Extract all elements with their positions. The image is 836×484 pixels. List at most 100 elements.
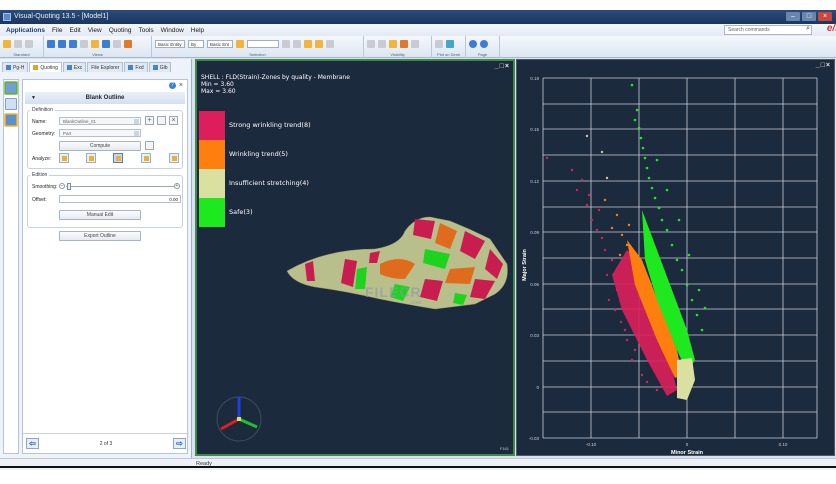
manual-edit-button[interactable]: Manual Edit	[59, 210, 141, 220]
geometry-label: Geometry:	[32, 131, 56, 137]
remove-selection-icon[interactable]	[293, 39, 301, 48]
name-value: BlankOutline_01	[63, 119, 97, 124]
select-by[interactable]: By	[188, 39, 204, 48]
analyze-button-4[interactable]	[141, 153, 151, 163]
selection-filter-icon[interactable]	[236, 39, 244, 48]
ribbon-group-label: Selection	[249, 52, 266, 57]
analyze-button-5[interactable]	[169, 153, 179, 163]
viewport-window-controls[interactable]: _□×	[815, 62, 831, 69]
offset-input[interactable]: 0.00	[59, 195, 181, 203]
menu-window[interactable]: Window	[160, 26, 184, 34]
delete-button[interactable]: ×	[169, 116, 178, 125]
decrease-icon[interactable]: –	[59, 183, 65, 189]
search-icon[interactable]: ⌕	[806, 25, 810, 32]
analyze-button-2[interactable]	[86, 153, 96, 163]
show-only-icon[interactable]	[389, 39, 397, 48]
tab-pg-h[interactable]: Pg-H	[2, 62, 29, 72]
smoothing-slider-thumb[interactable]	[67, 183, 71, 190]
menu-edit[interactable]: Edit	[69, 26, 81, 34]
save-icon[interactable]	[14, 39, 22, 48]
tab-file-explorer[interactable]: File Explorer	[87, 62, 124, 72]
menu-quoting[interactable]: Quoting	[108, 26, 132, 34]
geometry-select[interactable]: Part	[59, 129, 141, 137]
close-panel-icon[interactable]: ×	[178, 82, 183, 89]
help-icon[interactable]: ?	[168, 82, 176, 89]
view-iso-icon[interactable]	[69, 39, 77, 48]
tab-fxd[interactable]: Fxd	[124, 62, 148, 72]
view-front-icon[interactable]	[47, 39, 55, 48]
page-down-icon[interactable]	[480, 39, 488, 48]
selection-input[interactable]	[247, 39, 279, 48]
select-entity-type[interactable]: Basic Entity	[155, 39, 185, 48]
search-commands-input[interactable]: Search commands	[724, 25, 812, 35]
viewport-fld-plot[interactable]: _□×	[516, 59, 835, 456]
menu-file[interactable]: File	[52, 26, 63, 34]
rotate-icon[interactable]	[91, 39, 99, 48]
ribbon-group-label: Views	[92, 52, 103, 57]
render-mode-icon[interactable]	[124, 39, 132, 48]
select-options-icon[interactable]	[326, 39, 334, 48]
collapse-caret-icon[interactable]: ▼	[31, 95, 36, 101]
ribbon-group-label: Standard	[13, 52, 30, 57]
name-select[interactable]: BlankOutline_01	[59, 117, 141, 125]
plot-options-icon[interactable]	[446, 39, 454, 48]
viewport-3d[interactable]: _□× SHELL : FLD(Strain)-Zones by quality…	[195, 59, 515, 456]
show-icon[interactable]	[367, 39, 375, 48]
maximize-button[interactable]: □	[802, 12, 816, 21]
y-axis-label: Major Strain	[522, 248, 528, 280]
ribbon-toolbar: Standard Views Basic Entity By Basic Ent	[0, 36, 836, 58]
fld-scatter-chart[interactable]: 0.18 0.15 0.12 0.09 0.06 0.03 0 -0.03 -0…	[517, 60, 836, 457]
previous-page-button[interactable]: ⇦	[26, 438, 39, 449]
select-none-icon[interactable]	[315, 39, 323, 48]
tab-label: Pg-H	[13, 64, 25, 71]
tab-icon	[128, 65, 134, 70]
result-title: SHELL : FLD(Strain)-Zones by quality - M…	[201, 74, 350, 81]
analyze-button-3[interactable]	[113, 153, 123, 163]
isolate-icon[interactable]	[400, 39, 408, 48]
home-icon[interactable]	[5, 82, 17, 94]
menu-applications[interactable]: Applications	[6, 26, 46, 34]
view-fit-icon[interactable]	[80, 39, 88, 48]
next-page-button[interactable]: ⇨	[173, 438, 186, 449]
compute-options-button[interactable]	[145, 141, 154, 150]
visibility-options-icon[interactable]	[411, 39, 419, 48]
view-top-icon[interactable]	[58, 39, 66, 48]
increase-icon[interactable]: +	[174, 183, 180, 189]
left-panel: Pg-H Quoting Exc File Explorer Fxd Glb ?…	[0, 59, 192, 459]
offset-label: Offset:	[32, 197, 47, 203]
y-tick: 0.06	[530, 282, 539, 287]
tab-quoting[interactable]: Quoting	[29, 62, 62, 72]
print-icon[interactable]	[25, 39, 33, 48]
ribbon-group-plot-on-demand: Plot on Demi	[432, 36, 466, 58]
zoom-icon[interactable]	[113, 39, 121, 48]
tab-glb[interactable]: Glb	[148, 62, 172, 72]
menu-view[interactable]: View	[87, 26, 102, 34]
minimize-button[interactable]: –	[786, 12, 800, 21]
hide-icon[interactable]	[378, 39, 386, 48]
ribbon-group-selection: Basic Entity By Basic Ent Selection	[152, 36, 364, 58]
select-basic-ent[interactable]: Basic Ent	[207, 39, 233, 48]
axis-triad[interactable]	[207, 389, 267, 449]
smoothing-slider[interactable]	[66, 186, 174, 187]
add-button[interactable]: +	[145, 116, 154, 125]
page-up-icon[interactable]	[469, 39, 477, 48]
add-selection-icon[interactable]	[282, 39, 290, 48]
pan-icon[interactable]	[102, 39, 110, 48]
edit-icon[interactable]	[5, 98, 17, 110]
select-all-icon[interactable]	[304, 39, 312, 48]
plot-icon[interactable]	[435, 39, 443, 48]
analyze-button-1[interactable]	[59, 153, 69, 163]
close-button[interactable]: ×	[818, 12, 832, 21]
compute-button[interactable]: Compute	[59, 141, 141, 151]
menu-tools[interactable]: Tools	[138, 26, 154, 34]
menu-help[interactable]: Help	[190, 26, 205, 34]
blank-icon[interactable]	[5, 114, 17, 126]
copy-button[interactable]	[157, 116, 166, 125]
part-model[interactable]	[285, 209, 515, 319]
tab-exc[interactable]: Exc	[62, 62, 87, 72]
open-icon[interactable]	[3, 39, 11, 48]
viewport-window-controls[interactable]: _□×	[494, 63, 510, 70]
ribbon-group-label: Page	[477, 52, 488, 57]
export-outline-button[interactable]: Export Outline	[59, 231, 141, 241]
ribbon-group-page: Page	[466, 36, 500, 58]
